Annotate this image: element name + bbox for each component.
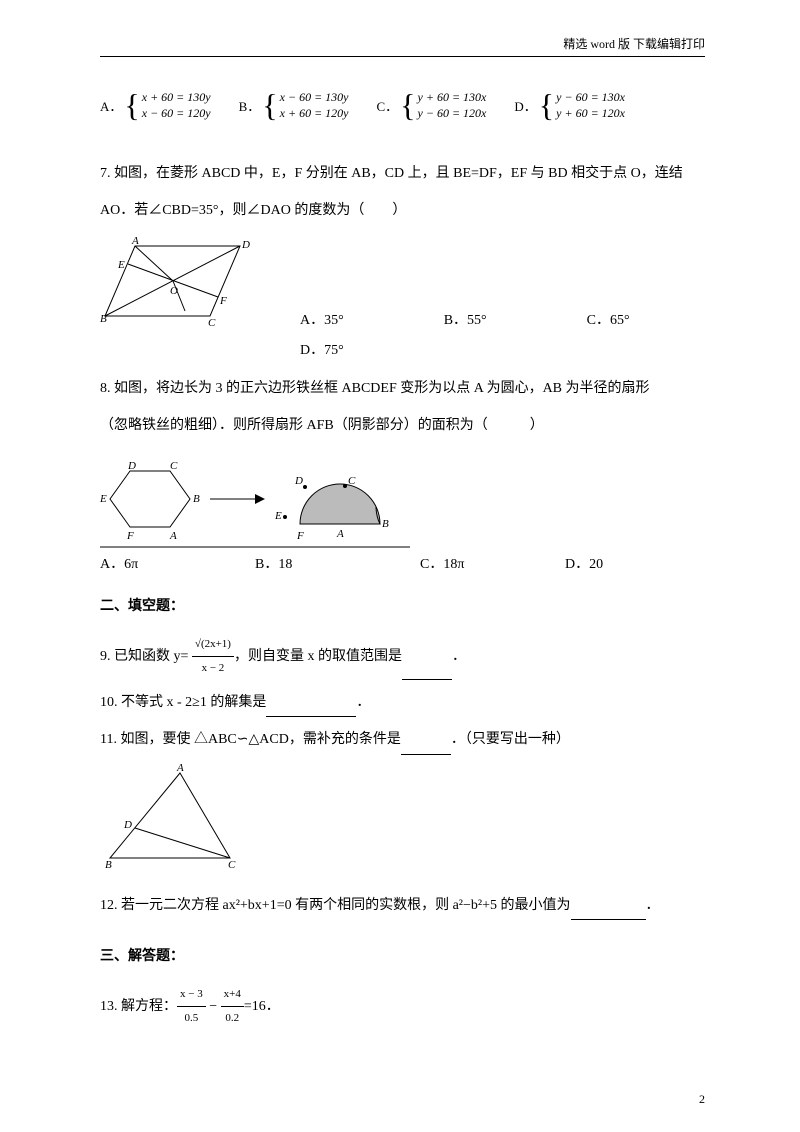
q8-c: C．18π [420,553,565,573]
q7-figure: A D B C E F O [100,234,250,329]
q7-c: C．65° [587,309,630,329]
svg-text:F: F [219,295,227,307]
q11-figure: A B C D [100,763,250,873]
header: 精选 word 版 下载编辑打印 [100,35,705,57]
q7-d: D．75° [300,339,705,359]
svg-text:B: B [105,859,112,871]
opt-c: C．{y + 60 = 130xy − 60 = 120x [377,87,487,124]
svg-text:C: C [228,859,236,871]
svg-text:A: A [176,762,184,774]
q8-b: B．18 [255,553,420,573]
q9-frac: √(2x+1)x − 2 [192,633,234,680]
opt-a: A．{x + 60 = 130yx − 60 = 120y [100,87,211,124]
q7-b: B．55° [444,309,487,329]
q9-blank [402,665,452,680]
q8-figure: D C B E F A A B C D E F [100,449,410,549]
svg-text:D: D [123,819,132,831]
q8-a: A．6π [100,553,255,573]
q10-blank [266,702,356,717]
svg-text:D: D [127,460,136,472]
svg-text:A: A [131,235,139,247]
opt-d: D．{y − 60 = 130xy + 60 = 120x [514,87,625,124]
svg-text:E: E [274,510,282,522]
svg-text:D: D [241,239,250,251]
q11: 11. 如图，要使 △ABC∽△ACD，需补充的条件是．（只要写出一种） [100,725,705,754]
section-2: 二、填空题： [100,595,705,615]
svg-text:F: F [296,530,304,542]
page: 精选 word 版 下载编辑打印 A．{x + 60 = 130yx − 60 … [0,0,800,1132]
svg-text:A: A [169,530,177,542]
q8-choices: A．6π B．18 C．18π D．20 [100,553,705,573]
q13-f1: x − 30.5 [177,983,206,1030]
q11-blank [401,740,451,755]
opt-b: B．{x − 60 = 130yx + 60 = 120y [239,87,349,124]
q8-text1: 8. 如图，将边长为 3 的正六边形铁丝框 ABCDEF 变形为以点 A 为圆心… [100,374,705,403]
q10: 10. 不等式 x - 2≥1 的解集是． [100,688,705,717]
q7-text1: 7. 如图，在菱形 ABCD 中，E，F 分别在 AB，CD 上，且 BE=DF… [100,159,705,188]
q12: 12. 若一元二次方程 ax²+bx+1=0 有两个相同的实数根，则 a²−b²… [100,891,705,920]
q8-d: D．20 [565,553,603,573]
q7-a: A．35° [300,309,344,329]
svg-text:F: F [126,530,134,542]
svg-text:E: E [117,259,125,271]
q7-text2: AO．若∠CBD=35°，则∠DAO 的度数为（ ） [100,196,705,225]
svg-text:O: O [170,285,178,297]
page-number: 2 [699,1092,705,1107]
svg-text:B: B [193,493,200,505]
q13: 13. 解方程：x − 30.5 − x+40.2=16． [100,983,705,1030]
q12-blank [571,905,646,920]
svg-text:C: C [170,460,178,472]
svg-text:E: E [99,493,107,505]
section-3: 三、解答题： [100,945,705,965]
svg-text:B: B [382,518,389,530]
q6-options: A．{x + 60 = 130yx − 60 = 120y B．{x − 60 … [100,87,705,124]
q13-f2: x+40.2 [221,983,244,1030]
q7-figure-row: A D B C E F O A．35° B．55° C．65° [100,234,705,329]
svg-text:C: C [208,317,216,329]
svg-text:B: B [100,313,107,325]
q7-choices: A．35° B．55° C．65° [300,309,630,329]
svg-text:A: A [336,528,344,540]
q9: 9. 已知函数 y= √(2x+1)x − 2，则自变量 x 的取值范围是． [100,633,705,680]
svg-text:D: D [294,475,303,487]
q8-text2: （忽略铁丝的粗细）．则所得扇形 AFB（阴影部分）的面积为（ ） [100,411,705,440]
svg-text:C: C [348,475,356,487]
